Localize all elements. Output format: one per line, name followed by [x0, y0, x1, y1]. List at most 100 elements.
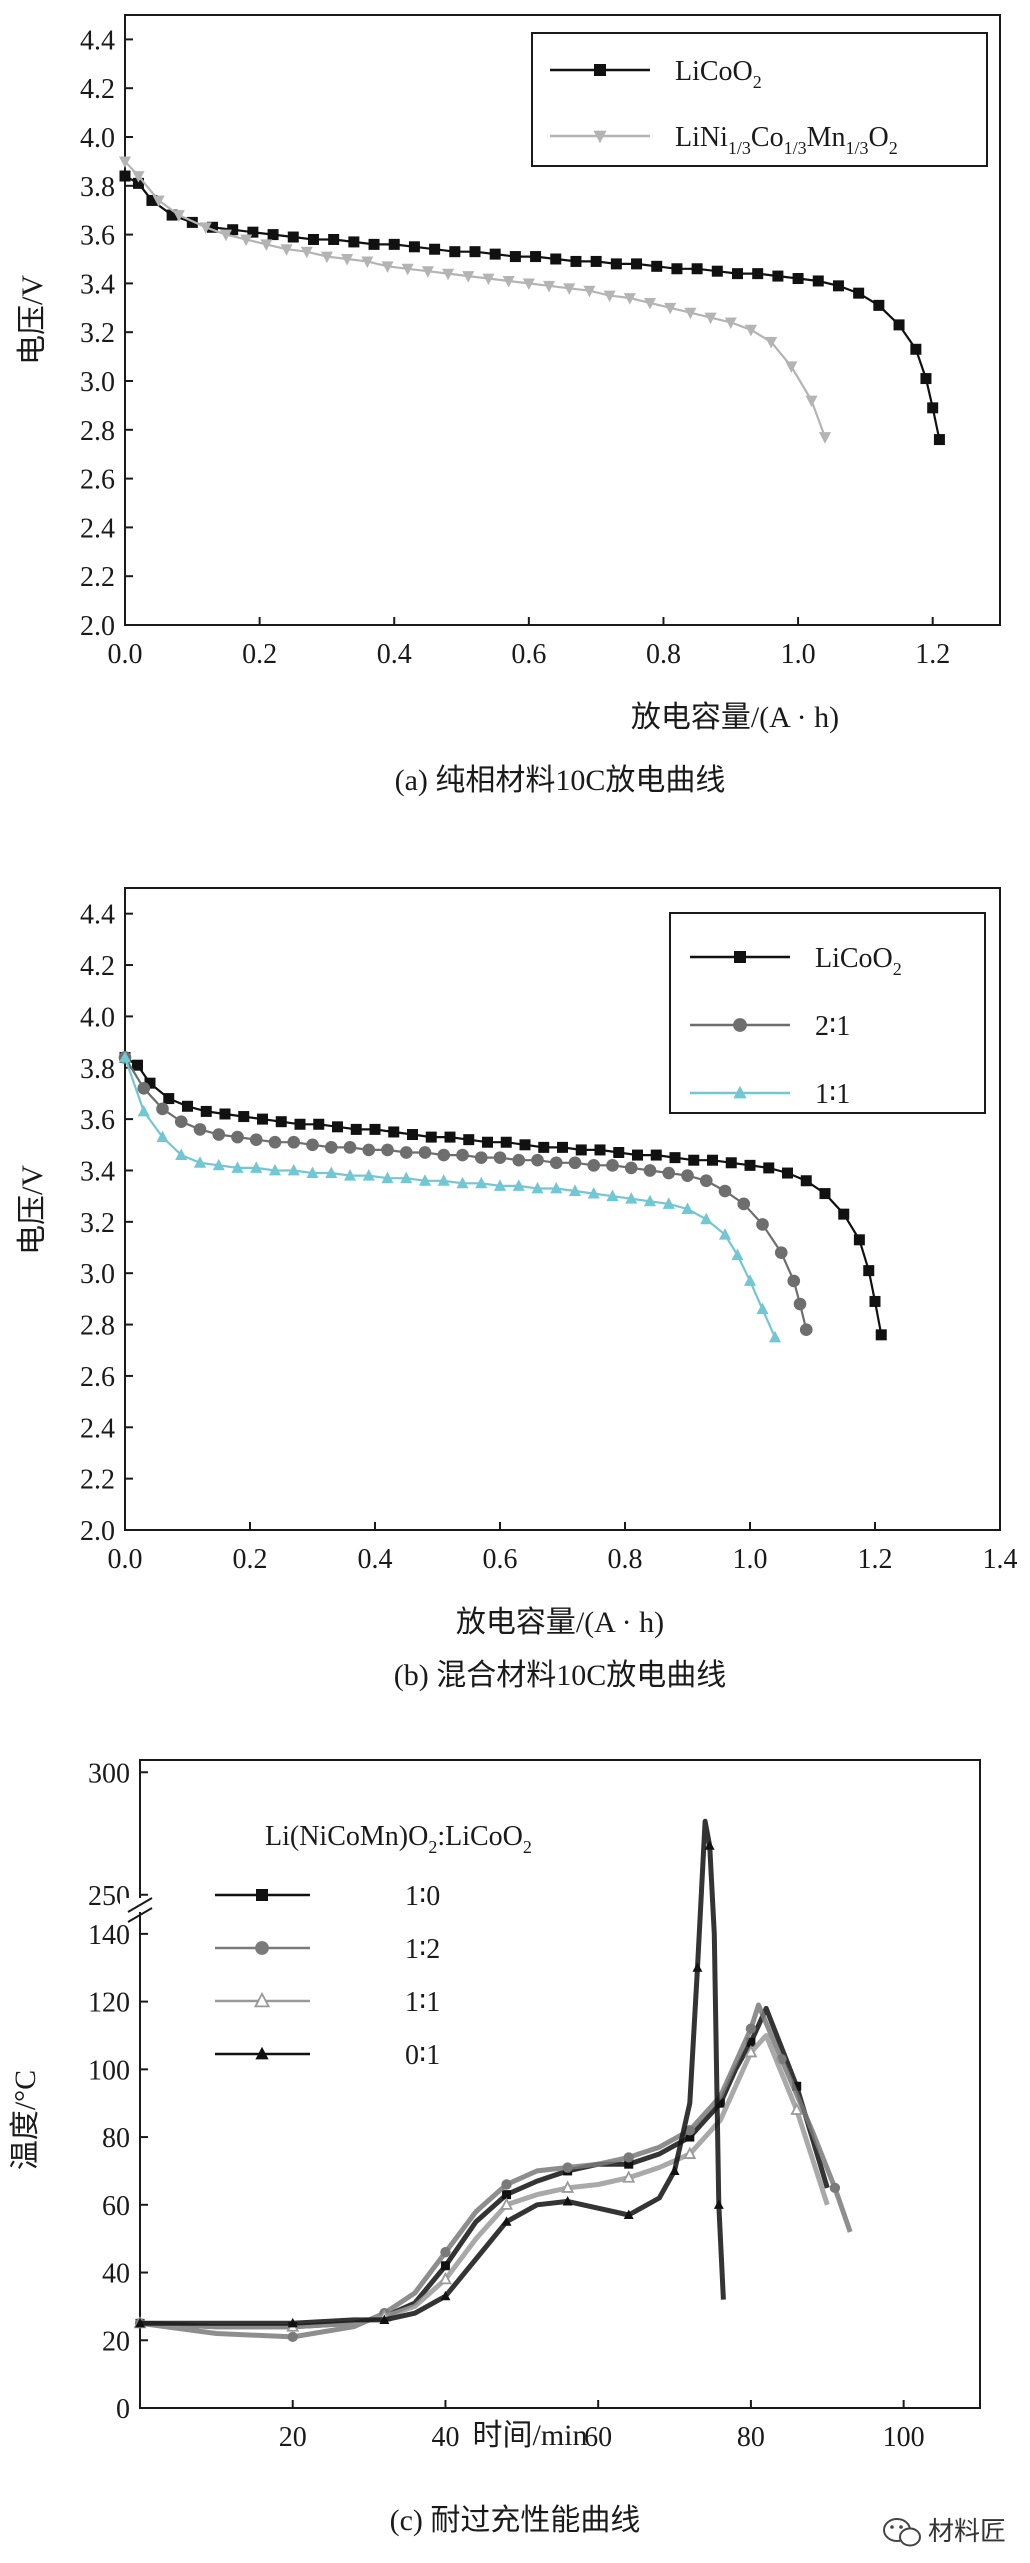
series-4	[135, 1818, 726, 2328]
data-point	[489, 248, 501, 260]
data-point	[437, 1174, 450, 1186]
legend-marker	[733, 1085, 747, 1099]
data-point	[819, 1188, 831, 1200]
data-point	[227, 224, 239, 236]
data-point	[440, 2290, 451, 2301]
data-point	[699, 1174, 713, 1188]
data-point	[166, 209, 178, 221]
data-point	[132, 1059, 143, 1071]
data-point	[449, 246, 461, 258]
data-point	[587, 1159, 601, 1172]
data-point	[829, 2182, 841, 2194]
data-point	[469, 246, 481, 258]
data-point	[268, 1163, 282, 1176]
data-point	[482, 273, 495, 286]
y-tick-label: 2.2	[80, 562, 115, 593]
legend-label: LiNi1/3Co1/3Mn1/3O2	[675, 122, 898, 158]
data-point	[662, 1166, 676, 1180]
data-point	[249, 1133, 263, 1146]
series-3	[118, 1050, 782, 1343]
y-tick-label: 300	[88, 1758, 130, 1789]
data-point	[774, 1246, 788, 1259]
data-point	[200, 1105, 212, 1117]
y-tick-label: 3.8	[80, 172, 115, 203]
x-tick-label: 0.8	[608, 1544, 643, 1575]
data-point	[562, 2162, 573, 2173]
data-point	[594, 1144, 606, 1156]
data-point	[381, 261, 394, 273]
data-point	[782, 1167, 793, 1179]
data-point	[522, 278, 535, 290]
data-point	[501, 2216, 512, 2226]
series-2	[118, 1051, 813, 1337]
legend-entry-2: 1∶2	[215, 1934, 440, 1965]
data-point	[324, 1141, 338, 1154]
legend-marker	[594, 64, 606, 76]
data-point	[684, 2125, 695, 2136]
data-point	[156, 1102, 169, 1116]
data-point	[219, 229, 233, 242]
legend-title: Li(NiCoMn)O2:LiCoO2	[265, 1821, 532, 1857]
y-tick-label: 3.2	[80, 318, 115, 349]
data-point	[768, 1330, 782, 1343]
data-point	[624, 1161, 638, 1175]
data-point	[792, 273, 804, 285]
data-point	[493, 1179, 507, 1191]
data-point	[725, 1157, 737, 1169]
data-point	[275, 1116, 287, 1128]
x-tick-label: 0.0	[108, 639, 143, 670]
data-point	[625, 1192, 638, 1204]
data-point	[408, 241, 420, 253]
data-point	[268, 1135, 282, 1149]
data-point	[401, 263, 414, 276]
data-point	[610, 258, 622, 270]
data-point	[624, 2159, 634, 2169]
y-tick-label: 3.4	[80, 269, 115, 300]
series-2	[118, 156, 832, 444]
data-point	[146, 194, 158, 206]
data-point	[583, 285, 596, 298]
data-point	[362, 1169, 375, 1181]
plot-frame-c	[139, 1759, 981, 2409]
data-point	[863, 1265, 875, 1277]
data-point	[562, 2196, 573, 2206]
x-tick-label: 0.2	[233, 1544, 268, 1575]
data-point	[853, 1234, 865, 1246]
x-tick-label: 1.2	[858, 1544, 893, 1575]
data-point	[743, 1274, 757, 1286]
x-tick-label: 1.4	[983, 1544, 1018, 1575]
y-tick-label: 2.6	[80, 465, 115, 496]
data-point	[685, 2132, 695, 2142]
x-tick-label: 20	[279, 2422, 307, 2453]
x-tick-label: 40	[431, 2422, 459, 2453]
caption-a: (a) 纯相材料10C放电曲线	[395, 764, 726, 797]
data-point	[643, 297, 657, 310]
axis-ticks-a: 0.0 0.2 0.4 0.6 0.8 1.0 1.2 2.0 2.2 2.4 2.6 2.8 3.0 3…	[80, 25, 950, 670]
data-point	[790, 2102, 804, 2115]
legend-label: 1∶1	[405, 1987, 440, 2018]
data-point	[745, 2023, 757, 2034]
y-tick-label: 40	[102, 2259, 130, 2290]
data-point	[590, 255, 602, 267]
x-tick-label: 0.6	[483, 1544, 518, 1575]
data-point	[388, 238, 400, 250]
data-point	[623, 2152, 634, 2163]
data-point	[681, 1169, 694, 1182]
data-point	[715, 2098, 725, 2108]
data-point	[671, 263, 683, 275]
y-tick-label: 80	[102, 2123, 130, 2154]
data-point	[623, 2209, 634, 2220]
x-tick-label: 0.4	[377, 639, 412, 670]
data-point	[328, 233, 340, 245]
data-point	[500, 2197, 513, 2210]
data-point	[718, 1184, 732, 1198]
data-point	[933, 434, 945, 446]
data-point	[575, 1144, 587, 1156]
data-point	[306, 1166, 319, 1178]
x-axis-label-b: 放电容量/(A · h)	[456, 1606, 664, 1639]
data-point	[231, 1161, 244, 1173]
legend-box-b	[669, 912, 986, 1114]
data-point	[132, 177, 144, 189]
data-point	[287, 231, 299, 243]
y-tick-label: 2.6	[80, 1362, 115, 1393]
